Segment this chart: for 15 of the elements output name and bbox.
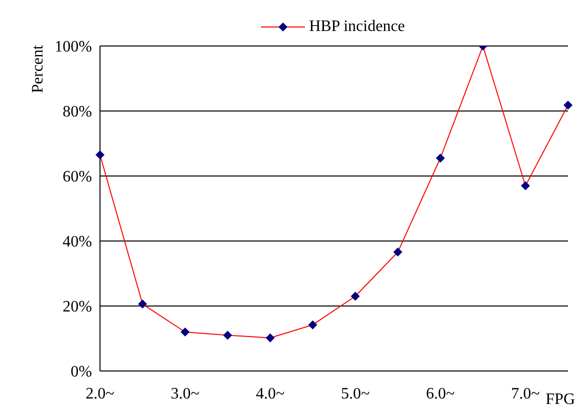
x-axis-title: FPG: [546, 391, 576, 408]
y-tick-label: 0%: [70, 364, 92, 381]
y-tick-label: 100%: [54, 38, 92, 56]
y-tick-label: 20%: [62, 298, 92, 316]
legend-label: HBP incidence: [309, 18, 405, 36]
x-tick-label: 6.0~: [426, 385, 456, 402]
x-tick-label: 4.0~: [256, 385, 285, 402]
y-axis-title: Percent: [29, 44, 46, 93]
x-tick-label: 3.0~: [170, 385, 200, 402]
y-tick-label: 80%: [62, 104, 92, 121]
x-tick-label: 5.0~: [340, 385, 370, 402]
y-tick-label: 60%: [62, 168, 92, 186]
y-tick-label: 40%: [62, 234, 92, 251]
x-tick-label: 2.0~: [86, 385, 115, 402]
x-tick-label: 7.0~: [511, 385, 540, 402]
